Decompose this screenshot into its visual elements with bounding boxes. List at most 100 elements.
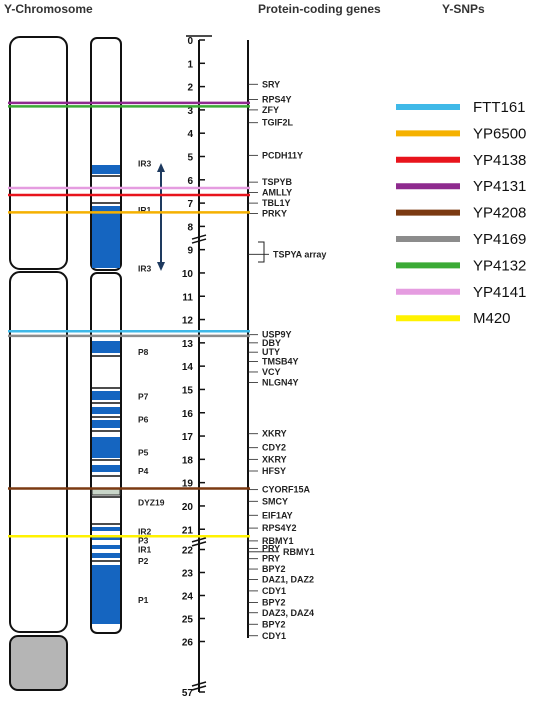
double-arrow-icon (157, 163, 165, 271)
scale-tick-label: 0 (187, 36, 193, 47)
region-label: P5 (138, 447, 149, 457)
scale-tick-label: 5 (187, 153, 193, 164)
band-segment (92, 206, 120, 268)
scale-tick-label: 57 (182, 688, 194, 699)
band-segment (92, 465, 120, 472)
gene-label: USP9Y (262, 330, 292, 340)
gene-label: NLGN4Y (262, 377, 299, 387)
scale-tick-label: 13 (182, 339, 194, 350)
scale-tick-label: 4 (187, 129, 193, 140)
header-genes: Protein-coding genes (258, 2, 381, 16)
region-label: P4 (138, 466, 149, 476)
axis-break-icon (191, 537, 207, 547)
snp-lines (8, 101, 250, 538)
band-segment (92, 527, 120, 531)
dyz19-band (91, 488, 121, 496)
gene-label: CDY1 (262, 631, 286, 641)
region-label: DYZ19 (138, 497, 165, 507)
scale-tick-label: 8 (187, 222, 193, 233)
gene-label: TMSB4Y (262, 356, 299, 366)
mb-scale: 0123456789101112131415161718192021222324… (182, 35, 212, 699)
gene-label: SMCY (262, 496, 288, 506)
scale-tick-label: 2 (187, 83, 193, 94)
scale-tick-label: 6 (187, 176, 193, 187)
gene-label: SRY (262, 79, 280, 89)
region-label: IR2 (138, 527, 152, 537)
scale-tick-label: 21 (182, 525, 194, 536)
tspya-bracket (258, 241, 265, 263)
gene-label: PCDH11Y (262, 150, 303, 160)
heterochromatin-cap (9, 635, 68, 691)
gene-label: RPS4Y (262, 94, 292, 104)
gene-label: BPY2 (262, 564, 286, 574)
legend-label: YP4131 (473, 178, 526, 195)
band-segment (92, 437, 120, 458)
gene-label: VCY (262, 367, 281, 377)
scale-tick-label: 15 (182, 385, 194, 396)
gene-label: AMLLY (262, 188, 292, 198)
band-segment (92, 165, 120, 174)
scale-tick-label: 14 (182, 362, 194, 373)
scale-tick-label: 26 (182, 638, 194, 649)
legend-label: YP4169 (473, 231, 526, 248)
band-segment (92, 553, 120, 558)
gene-labels: SRYRPS4YZFYTGIF2LPCDH11YTSPYBAMLLYTBL1YP… (248, 79, 326, 641)
region-label: P6 (138, 415, 149, 425)
band-segment (92, 420, 120, 428)
scale-tick-label: 11 (182, 292, 193, 303)
region-label: IR3 (138, 158, 152, 168)
snp-legend: FTT161 YP6500 YP4138 YP4131 YP4208 YP4169 YP41… (396, 99, 526, 327)
scale-tick-label: 9 (187, 246, 193, 257)
header-chromosome: Y-Chromosome (4, 2, 93, 16)
gene-label: RBMY1 (283, 547, 315, 557)
chromosome-long-arm (9, 271, 68, 633)
band-segment (92, 407, 120, 414)
gene-label: TGIF2L (262, 118, 294, 128)
scale-tick-label: 3 (187, 106, 193, 117)
header-snps: Y-SNPs (442, 2, 485, 16)
gene-label: XKRY (262, 429, 287, 439)
region-label: P8 (138, 347, 149, 357)
gene-label: BPY2 (262, 619, 286, 629)
legend-label: YP4132 (473, 257, 526, 274)
scale-tick-label: 16 (182, 409, 194, 420)
gene-label: DBY (262, 338, 281, 348)
band-segment (92, 535, 120, 540)
gene-label: ZFY (262, 105, 279, 115)
legend-label: YP4141 (473, 284, 526, 301)
gene-label: CDY2 (262, 443, 286, 453)
gene-label: DAZ1, DAZ2 (262, 574, 314, 584)
gene-label: CYORF15A (262, 485, 311, 495)
band-segment (92, 391, 120, 400)
gene-label: BPY2 (262, 597, 286, 607)
band-segment (92, 341, 120, 353)
scale-tick-label: 24 (182, 592, 194, 603)
region-label: P1 (138, 595, 149, 605)
region-label: IR3 (138, 263, 152, 273)
gene-label: TBL1Y (262, 198, 291, 208)
gene-label: RPS4Y2 (262, 523, 297, 533)
gene-label: EIF1AY (262, 510, 293, 520)
scale-tick-label: 20 (182, 502, 194, 513)
region-label: P2 (138, 556, 149, 566)
scale-tick-label: 19 (182, 479, 194, 490)
legend-label: M420 (473, 310, 511, 327)
scale-tick-label: 25 (182, 615, 194, 626)
gene-label: PRKY (262, 209, 287, 219)
legend-label: FTT161 (473, 99, 526, 116)
gene-label: CDY1 (262, 586, 286, 596)
gene-label: TSPYB (262, 177, 293, 187)
band-segment (92, 545, 120, 549)
region-label: P3 (138, 535, 149, 545)
legend-label: YP4208 (473, 205, 526, 222)
scale-tick-label: 23 (182, 569, 194, 580)
legend-label: YP4138 (473, 152, 526, 169)
gene-label: UTY (262, 347, 280, 357)
scale-tick-label: 12 (182, 316, 194, 327)
gene-label: PRY (262, 543, 280, 553)
gene-label: PRY (262, 554, 280, 564)
legend-label: YP6500 (473, 125, 526, 142)
scale-tick-label: 7 (187, 199, 193, 210)
